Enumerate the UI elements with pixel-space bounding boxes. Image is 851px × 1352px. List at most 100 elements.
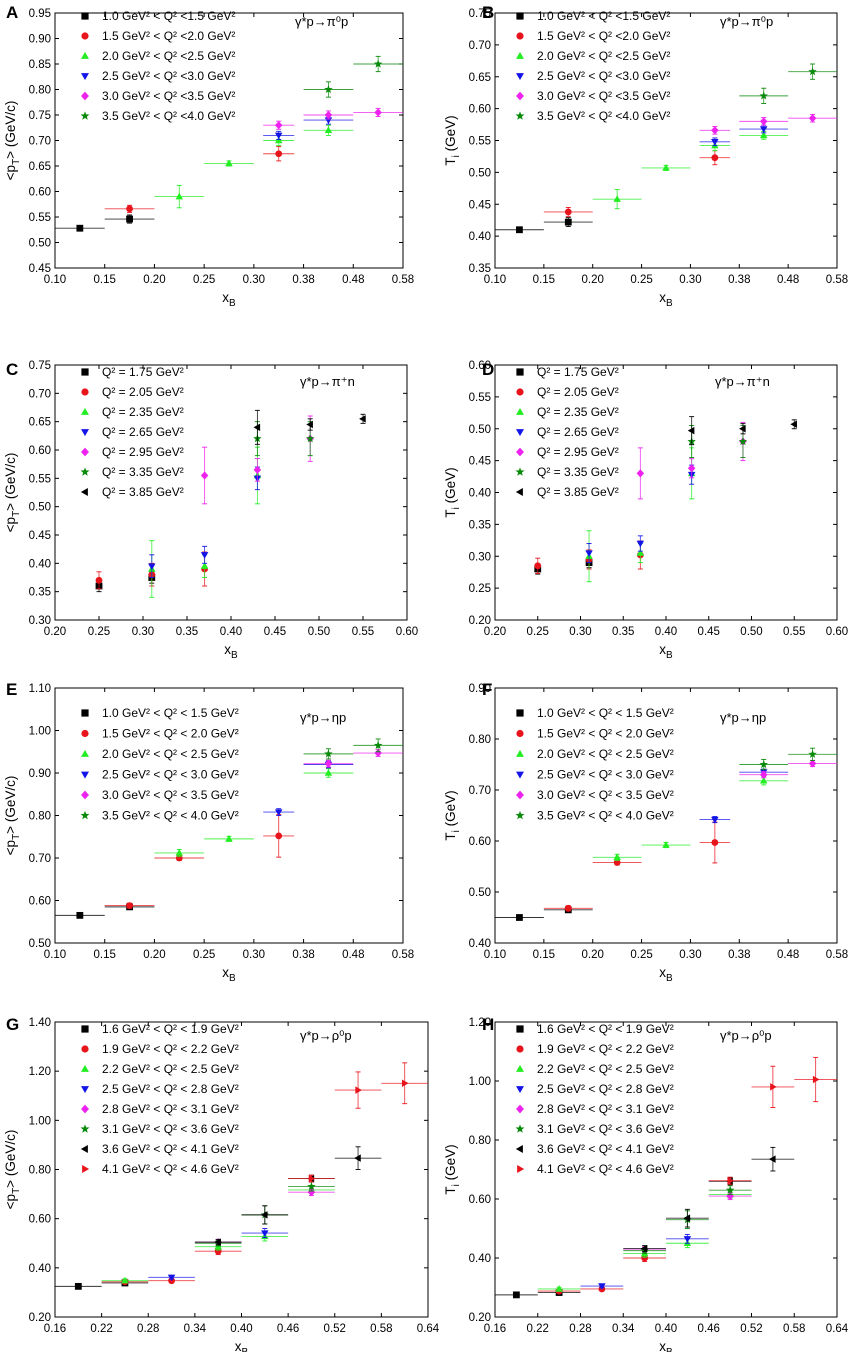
x-tick-label: 0.30 bbox=[679, 949, 701, 961]
legend-marker-star bbox=[80, 1124, 90, 1133]
y-tick-label: 0.70 bbox=[29, 136, 51, 148]
legend-label: Q² = 3.35 GeV² bbox=[537, 465, 619, 479]
legend-label: 2.5 GeV² < Q² < 2.8 GeV² bbox=[537, 1082, 674, 1096]
marker-triangle-up bbox=[613, 195, 621, 202]
y-tick-label: 0.80 bbox=[29, 1165, 51, 1177]
marker-star bbox=[759, 91, 768, 100]
marker-triangle-left bbox=[790, 420, 797, 429]
legend-label: Q² = 2.05 GeV² bbox=[102, 385, 184, 399]
y-tick-label: 0.85 bbox=[29, 59, 51, 71]
marker-triangle-down bbox=[636, 540, 645, 548]
data-point bbox=[636, 447, 645, 500]
x-tick-label: 0.38 bbox=[728, 274, 750, 286]
y-tick-label: 0.20 bbox=[469, 1312, 491, 1324]
data-point bbox=[194, 1238, 242, 1246]
data-point bbox=[739, 87, 789, 104]
legend-label: 3.0 GeV² < Q² <3.5 GeV² bbox=[102, 89, 235, 103]
x-tick-label: 0.60 bbox=[826, 626, 848, 638]
y-tick-label: 0.40 bbox=[29, 1263, 51, 1275]
y-tick-label: 0.60 bbox=[469, 104, 491, 116]
legend-label: 1.6 GeV² < Q² < 1.9 GeV² bbox=[102, 1022, 239, 1036]
y-tick-label: 1.20 bbox=[29, 1066, 51, 1078]
x-tick-label: 0.20 bbox=[582, 274, 604, 286]
legend-marker-triangle-left bbox=[515, 1145, 523, 1153]
x-tick-label: 0.10 bbox=[44, 949, 66, 961]
data-point bbox=[334, 1071, 382, 1109]
x-tick-label: 0.22 bbox=[90, 1323, 112, 1335]
x-tick-label: 0.35 bbox=[612, 626, 634, 638]
x-tick-label: 0.16 bbox=[44, 1323, 66, 1335]
legend-marker-triangle-up bbox=[81, 407, 89, 415]
data-point bbox=[739, 124, 789, 134]
data-point bbox=[543, 206, 593, 217]
y-axis-label: Ti (GeV) bbox=[443, 115, 462, 165]
marker-circle bbox=[711, 839, 719, 846]
reaction-label: γ*p→π⁺n bbox=[300, 374, 355, 389]
x-tick-label: 0.15 bbox=[94, 949, 116, 961]
legend-label: Q² = 2.65 GeV² bbox=[102, 425, 184, 439]
legend-label: 1.5 GeV² < Q² < 2.0 GeV² bbox=[537, 727, 674, 741]
legend-marker-triangle-right bbox=[517, 1165, 525, 1173]
data-point bbox=[204, 834, 254, 842]
marker-triangle-right bbox=[308, 1174, 316, 1183]
legend-marker-diamond bbox=[516, 447, 524, 457]
legend-label: Q² = 2.05 GeV² bbox=[537, 385, 619, 399]
y-tick-label: 0.60 bbox=[29, 187, 51, 199]
marker-triangle-up bbox=[200, 562, 209, 569]
data-point bbox=[788, 747, 837, 761]
legend-label: 3.5 GeV² < Q² < 4.0 GeV² bbox=[537, 809, 674, 823]
x-tick-label: 0.52 bbox=[740, 1323, 762, 1335]
data-point bbox=[381, 1062, 428, 1105]
marker-triangle-down bbox=[759, 126, 768, 133]
y-tick-label: 0.70 bbox=[469, 40, 491, 52]
marker-triangle-up bbox=[225, 834, 233, 842]
marker-triangle-down bbox=[598, 1283, 606, 1290]
legend-label: 1.5 GeV² < Q² <2.0 GeV² bbox=[102, 29, 235, 43]
legend-marker-triangle-left bbox=[80, 1145, 88, 1153]
data-point bbox=[154, 184, 205, 209]
marker-diamond bbox=[759, 770, 768, 779]
x-tick-label: 0.64 bbox=[826, 1323, 849, 1335]
marker-triangle-down bbox=[167, 1274, 176, 1282]
marker-triangle-left bbox=[359, 415, 366, 423]
marker-triangle-up bbox=[324, 126, 333, 134]
legend-marker-circle bbox=[516, 1045, 524, 1053]
marker-triangle-left bbox=[640, 1244, 648, 1253]
marker-circle bbox=[95, 576, 103, 584]
legend-label: Q² = 3.85 GeV² bbox=[102, 485, 184, 499]
legend-marker-triangle-up bbox=[81, 749, 89, 757]
data-point bbox=[353, 55, 403, 73]
marker-diamond bbox=[808, 759, 817, 768]
data-point bbox=[739, 758, 789, 771]
x-tick-label: 0.15 bbox=[94, 274, 116, 286]
legend-label: 2.5 GeV² < Q² < 3.0 GeV² bbox=[537, 768, 674, 782]
legend-label: 1.0 GeV² < Q² < 1.5 GeV² bbox=[537, 706, 674, 720]
y-tick-label: 0.45 bbox=[469, 199, 491, 211]
data-point bbox=[623, 1244, 666, 1253]
data-point bbox=[104, 902, 155, 910]
legend-marker-circle bbox=[81, 388, 89, 396]
y-tick-label: 0.60 bbox=[29, 896, 51, 908]
legend-label: Q² = 2.95 GeV² bbox=[537, 445, 619, 459]
y-tick-label: 0.55 bbox=[29, 473, 51, 485]
data-point bbox=[636, 535, 645, 552]
legend-marker-square bbox=[516, 1025, 524, 1033]
x-tick-label: 0.25 bbox=[88, 626, 110, 638]
x-tick-label: 0.38 bbox=[728, 949, 750, 961]
marker-square bbox=[516, 914, 523, 921]
legend-label: 2.0 GeV² < Q² <2.5 GeV² bbox=[537, 49, 670, 63]
x-tick-label: 0.10 bbox=[44, 274, 66, 286]
legend-marker-triangle-up bbox=[81, 1064, 89, 1072]
y-tick-label: 0.55 bbox=[469, 392, 491, 404]
y-tick-label: 1.10 bbox=[29, 683, 51, 695]
marker-triangle-up bbox=[613, 853, 621, 861]
x-axis-label: xB bbox=[659, 965, 673, 984]
legend-marker-circle bbox=[81, 1045, 89, 1053]
y-axis-label: Ti (GeV) bbox=[443, 790, 462, 840]
y-tick-label: 0.80 bbox=[469, 1135, 491, 1147]
y-tick-label: 0.65 bbox=[29, 161, 51, 173]
y-tick-label: 0.65 bbox=[29, 417, 51, 429]
marker-triangle-up bbox=[555, 1285, 563, 1292]
y-tick-label: 0.40 bbox=[469, 488, 491, 500]
reaction-label: γ*p→π⁰p bbox=[295, 14, 348, 29]
